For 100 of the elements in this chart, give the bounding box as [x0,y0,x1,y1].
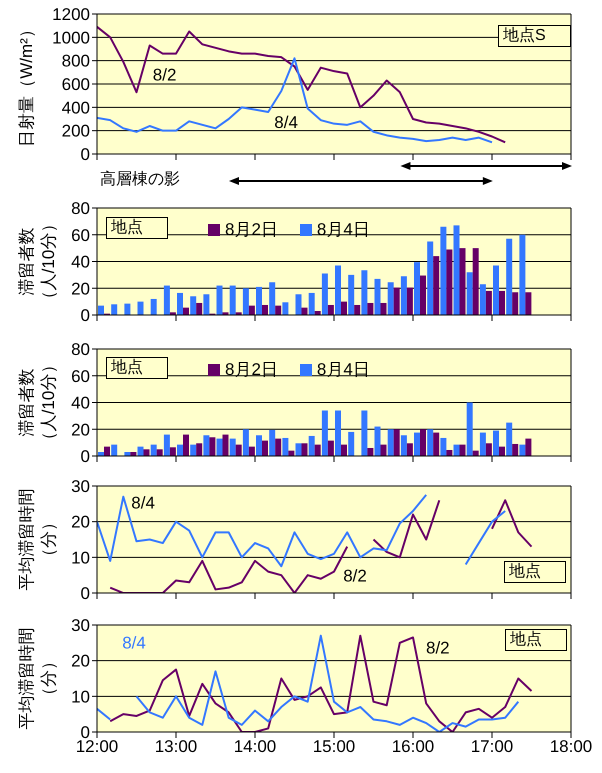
bar [460,248,466,315]
bar [98,306,104,315]
bar [308,436,315,456]
bar [388,429,394,456]
bar [374,426,380,456]
y-tick-label: 20 [71,420,90,440]
y-tick-label: 10 [71,548,90,568]
x-tick-label: 16:00 [392,737,434,756]
bar [486,290,492,315]
x-tick-label: 14:00 [234,737,276,756]
bar [506,238,512,315]
bar [322,274,328,315]
bar [209,437,216,456]
y-axis-title: 滞留者数（人/10分） [17,216,58,308]
bar [177,292,183,315]
y-tick-label: 20 [71,279,90,298]
bar [190,444,196,456]
bar [190,296,196,315]
bar [512,292,518,315]
bar [104,446,110,456]
y-tick-label: 20 [71,652,90,671]
y-tick-label: 1000 [52,28,90,48]
y-tick-label: 0 [80,447,90,466]
bar [150,444,157,456]
bar [380,302,386,315]
bar [367,448,374,456]
bar [203,294,210,315]
annotation: 地点 [106,217,168,239]
bar [499,446,505,456]
bar [446,249,452,315]
bar [164,286,170,315]
annotation: 地点S [498,25,571,47]
bar [216,438,222,456]
series-label: 8/2 [152,66,176,85]
y-tick-label: 0 [80,584,90,604]
bar [111,444,118,456]
bar [525,292,532,315]
bar [288,450,294,456]
bar [519,444,526,456]
bar [466,402,473,456]
bar [170,447,176,456]
bar [196,443,202,456]
bar [348,432,354,456]
bar [302,308,308,315]
x-tick-label: 15:00 [312,737,356,756]
bar [493,266,499,315]
legend-label: 8月2日 [225,359,278,381]
bar [427,429,434,456]
series-label: 8/4 [274,113,298,132]
bar [354,304,360,315]
bar [256,286,262,315]
bar [196,302,202,315]
bar [388,282,394,315]
bar [314,444,321,456]
y-tick-label: 40 [71,252,90,272]
y-tick-label: 400 [62,98,90,118]
bar [486,443,492,456]
y-tick-label: 10 [71,687,90,706]
bar [242,288,249,315]
bar [519,234,526,315]
bar [433,256,440,315]
text: 8/4 [122,634,146,653]
y-tick-label: 600 [62,75,90,94]
bar [296,443,302,456]
bar [302,443,308,456]
bar [248,446,255,456]
bar [341,444,347,456]
bar [111,304,118,315]
bar [341,302,347,315]
bar [275,438,282,456]
bar [269,282,276,315]
bar [414,262,420,315]
bar [420,276,426,315]
bar [454,225,460,315]
y-tick-label: 0 [80,306,90,326]
legend-label: 8月4日 [316,359,370,381]
bar [183,434,189,456]
y-axis-title: 滞留者数（人/10分） [17,356,58,448]
bar [242,429,249,456]
bar [328,440,334,456]
bar [328,304,334,315]
y-tick-label: 80 [71,199,90,218]
line-series [97,57,493,144]
bar [440,438,446,456]
bar [440,226,446,315]
bar [222,434,228,456]
bar [512,444,518,456]
bar [400,435,407,456]
x-tick-label: 12:00 [76,737,118,756]
bar [282,302,288,315]
bar [454,444,460,456]
bar [177,444,183,456]
bar [480,284,486,315]
bar [414,432,420,456]
bar [466,272,473,315]
bar [361,270,368,315]
bar [296,294,302,315]
y-tick-label: 30 [71,616,90,636]
bar [460,444,466,456]
bar [262,304,268,315]
